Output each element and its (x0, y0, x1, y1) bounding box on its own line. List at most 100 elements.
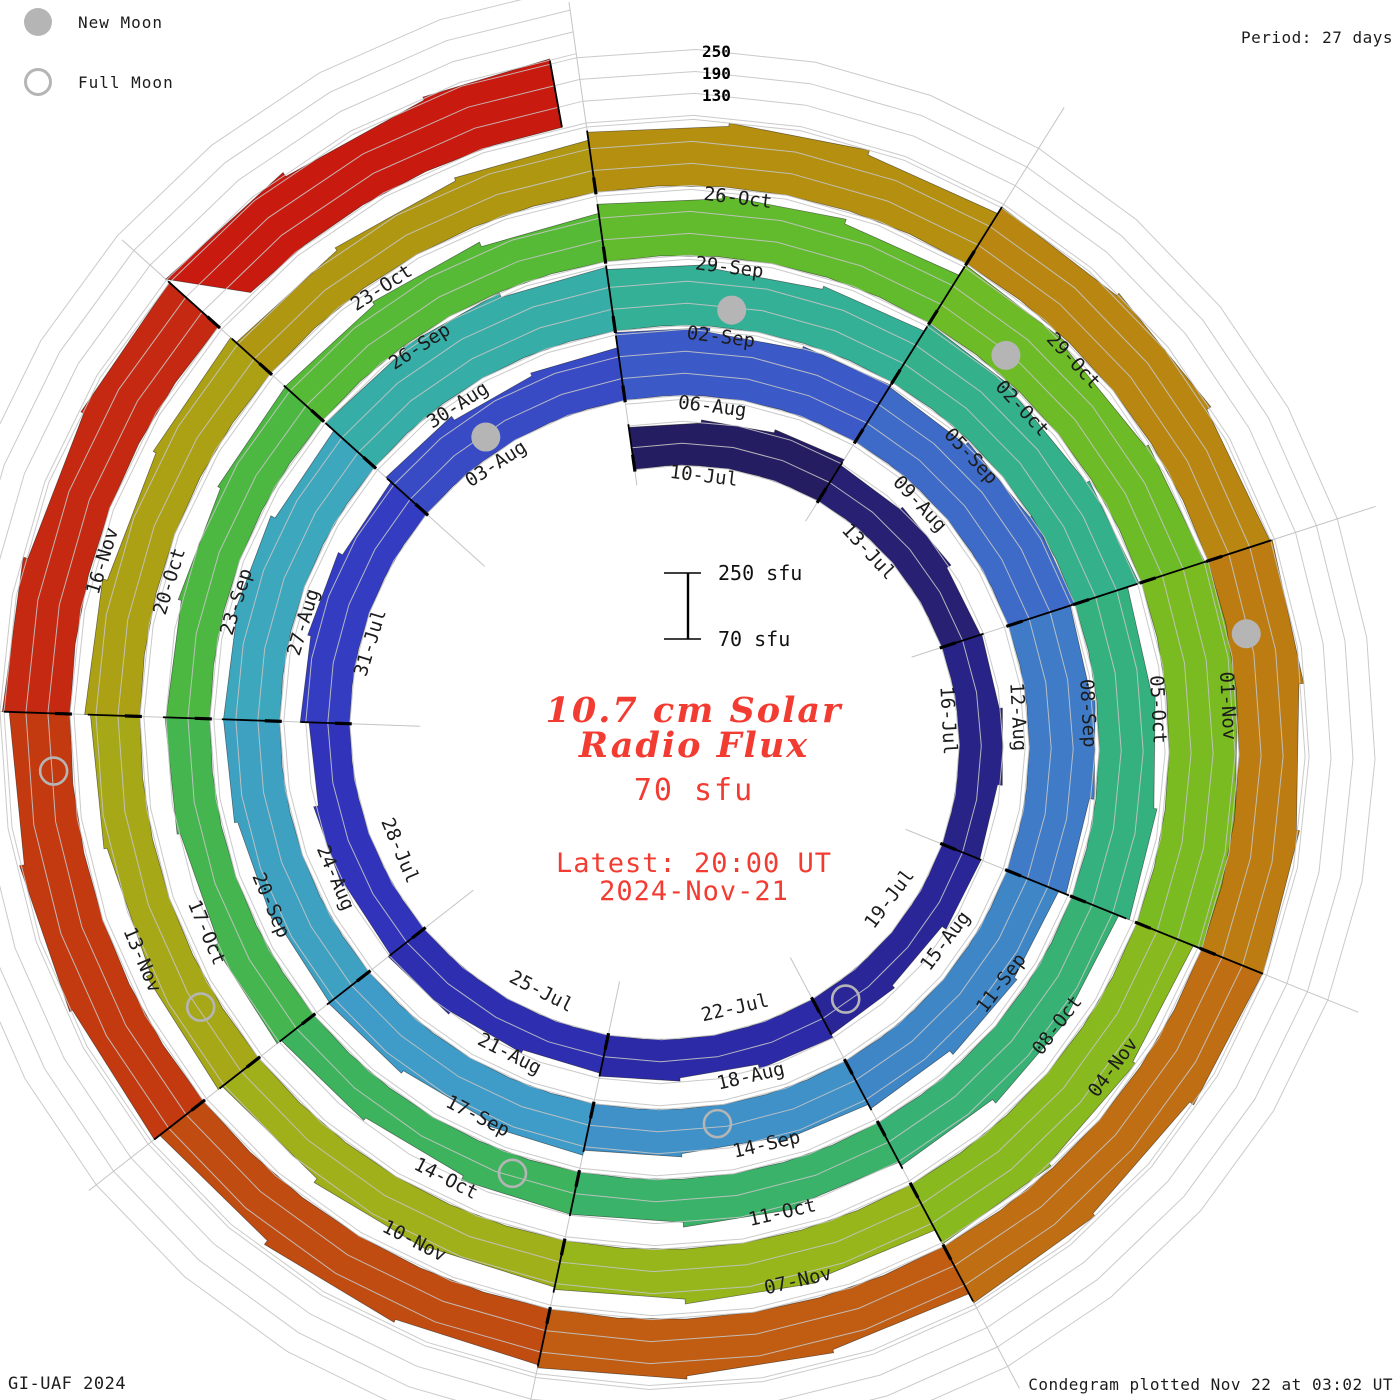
flux-segment (325, 266, 616, 468)
segment-tick (1134, 920, 1152, 930)
segment-tick (815, 487, 828, 504)
segment-tick (1072, 597, 1090, 607)
segment-tick (1139, 576, 1157, 585)
segment-tick (852, 428, 865, 445)
latest-time-label: Latest: 20:00 UT (555, 848, 833, 879)
flux-segment (385, 347, 626, 515)
scale-bar-max-label: 250 sfu (718, 561, 802, 585)
flux-grid-arc (0, 53, 1310, 1391)
segment-tick (334, 721, 352, 726)
radial-axis-label: 250 (702, 42, 731, 61)
segment-tick (124, 714, 142, 719)
segment-tick (939, 841, 957, 852)
baseline-flux-label: 70 sfu (633, 773, 755, 808)
flux-segment (891, 323, 1140, 605)
flux-grid-arc (69, 122, 1240, 1321)
flux-segment (280, 1014, 580, 1215)
segment-tick (908, 1182, 920, 1199)
flux-segment (1, 281, 219, 715)
flux-segment (877, 896, 1120, 1167)
segment-tick (264, 719, 282, 723)
flux-segment (1071, 586, 1158, 921)
flux-segment (164, 716, 315, 1045)
flux-grid-arc (3, 57, 1306, 1387)
segment-tick (1005, 619, 1024, 628)
segment-tick (1069, 894, 1087, 904)
legend-row-full-moon: Full Moon (24, 66, 174, 98)
date-label: 16-Jul (935, 686, 961, 756)
period-label: Period: 27 days (1241, 28, 1393, 47)
flux-segment (235, 139, 597, 375)
segment-tick (621, 385, 627, 403)
flux-grid-arc (143, 195, 1166, 1247)
full-moon-label: Full Moon (78, 72, 174, 92)
flux-grid-arc (305, 356, 1004, 1085)
legend-row-new-moon: New Moon (24, 6, 174, 38)
flux-grid-arc (235, 286, 1074, 1155)
full-moon-icon (24, 68, 52, 96)
segment-tick (559, 1238, 567, 1256)
chart-title-line1: 10.7 cm Solar (545, 690, 843, 731)
flux-segment (299, 481, 428, 725)
segment-tick (592, 177, 598, 195)
radial-axis-label: 190 (702, 64, 731, 83)
date-label: 12-Aug (1005, 682, 1031, 752)
segment-tick (611, 315, 618, 334)
segment-tick (964, 250, 976, 267)
segment-boundary (548, 60, 563, 128)
flux-grid-arc (213, 265, 1096, 1177)
date-label: 05-Oct (1145, 675, 1171, 745)
segment-tick (194, 716, 212, 721)
plotted-time-label: Condegram plotted Nov 22 at 03:02 UT (1028, 1375, 1393, 1394)
new-moon-marker (717, 295, 747, 325)
flux-grid-arc (95, 148, 1214, 1295)
segment-tick (601, 246, 608, 264)
new-moon-marker (991, 340, 1021, 370)
segment-tick (941, 1243, 953, 1261)
full-moon-marker (702, 1108, 733, 1139)
segment-tick (190, 1098, 206, 1112)
segment-tick (310, 409, 326, 423)
segment-tick (362, 455, 378, 470)
flux-segment (90, 714, 260, 1090)
flux-segment (387, 928, 609, 1074)
new-moon-icon (24, 8, 52, 36)
flux-grid-arc (117, 170, 1192, 1273)
flux-grid-arc (165, 217, 1144, 1225)
segment-tick (206, 315, 222, 330)
flux-segment (328, 971, 595, 1156)
flux-grid-arc (327, 378, 982, 1063)
moon-legend: New Moon Full Moon (24, 6, 174, 126)
flux-segment (165, 386, 324, 720)
full-moon-marker (185, 992, 216, 1022)
flux-segment (308, 721, 425, 956)
flux-segment (223, 430, 376, 722)
flux-grid-arc (139, 191, 1170, 1251)
flux-grid-arc (283, 334, 1026, 1107)
date-label: 08-Sep (1075, 678, 1101, 748)
new-moon-marker (1231, 619, 1261, 649)
flux-segment (221, 1057, 565, 1288)
segment-tick (1199, 946, 1217, 957)
flux-segment (159, 1100, 551, 1366)
new-moon-marker (471, 422, 501, 452)
date-label: 22-Jul (699, 989, 771, 1026)
flux-segment (553, 1184, 936, 1305)
segment-tick (300, 1012, 317, 1026)
flux-segment (223, 718, 370, 1004)
full-moon-marker (830, 984, 861, 1014)
flux-grid-arc (279, 330, 1030, 1111)
center-annotation: 10.7 cm Solar Radio Flux 70 sfu Latest: … (546, 693, 843, 906)
flux-grid-arc (209, 261, 1100, 1181)
chart-title-line2: Radio Flux (578, 725, 810, 766)
credit-label: GI-UAF 2024 (8, 1374, 127, 1394)
segment-tick (545, 1306, 552, 1325)
flux-grid-arc (0, 9, 1354, 1400)
segment-tick (810, 996, 821, 1014)
scale-bar-min-label: 70 sfu (718, 627, 790, 651)
latest-date-label: 2024-Nov-21 (599, 876, 789, 907)
segment-tick (411, 926, 427, 940)
